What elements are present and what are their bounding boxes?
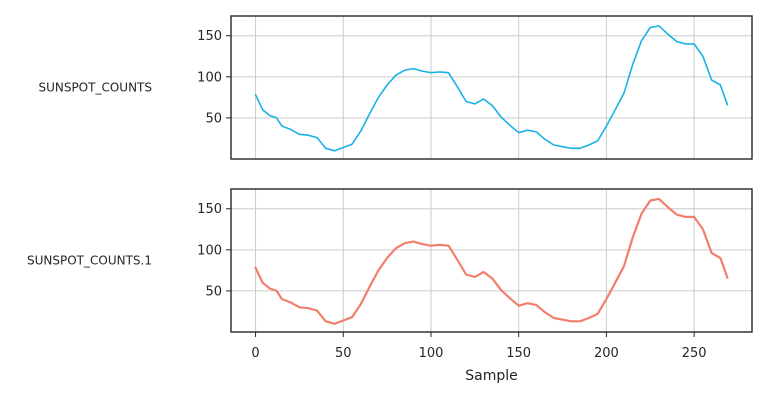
gridlines (231, 189, 752, 332)
plot-frame (230, 188, 753, 333)
series-line (254, 197, 729, 325)
y-tick-label: 50 (205, 111, 222, 126)
x-tick-label: 50 (335, 346, 352, 361)
x-tick-label: 250 (682, 346, 707, 361)
series-line (254, 25, 729, 152)
y-ticks: 50 100 150 (197, 29, 231, 126)
plot-frame (230, 15, 753, 160)
y-ticks: 50 100 150 (197, 202, 231, 299)
y-tick-label: 50 (205, 284, 222, 299)
y-tick-label: 150 (197, 202, 222, 217)
row-label-sunspot-counts-1: SUNSPOT_COUNTS.1 (27, 254, 152, 268)
x-tick-label: 0 (251, 346, 259, 361)
row-label-sunspot-counts: SUNSPOT_COUNTS (38, 81, 152, 95)
panel-sunspot-counts-1: 50 100 150 0 50 100 150 200 250 SUNSPOT_COUNTS.… (27, 188, 753, 361)
series-layer (254, 25, 729, 152)
x-ticks: 0 50 100 150 200 250 (251, 332, 707, 361)
series-layer (254, 197, 729, 325)
y-tick-label: 100 (197, 243, 222, 258)
panel-sunspot-counts: 50 100 150 SUNSPOT_COUNTS (38, 15, 753, 160)
x-tick-label: 100 (419, 346, 444, 361)
y-tick-label: 150 (197, 29, 222, 44)
x-tick-label: 150 (506, 346, 531, 361)
gridlines (231, 16, 752, 159)
x-axis-label: Sample (465, 368, 518, 384)
y-tick-label: 100 (197, 70, 222, 85)
x-tick-label: 200 (594, 346, 619, 361)
